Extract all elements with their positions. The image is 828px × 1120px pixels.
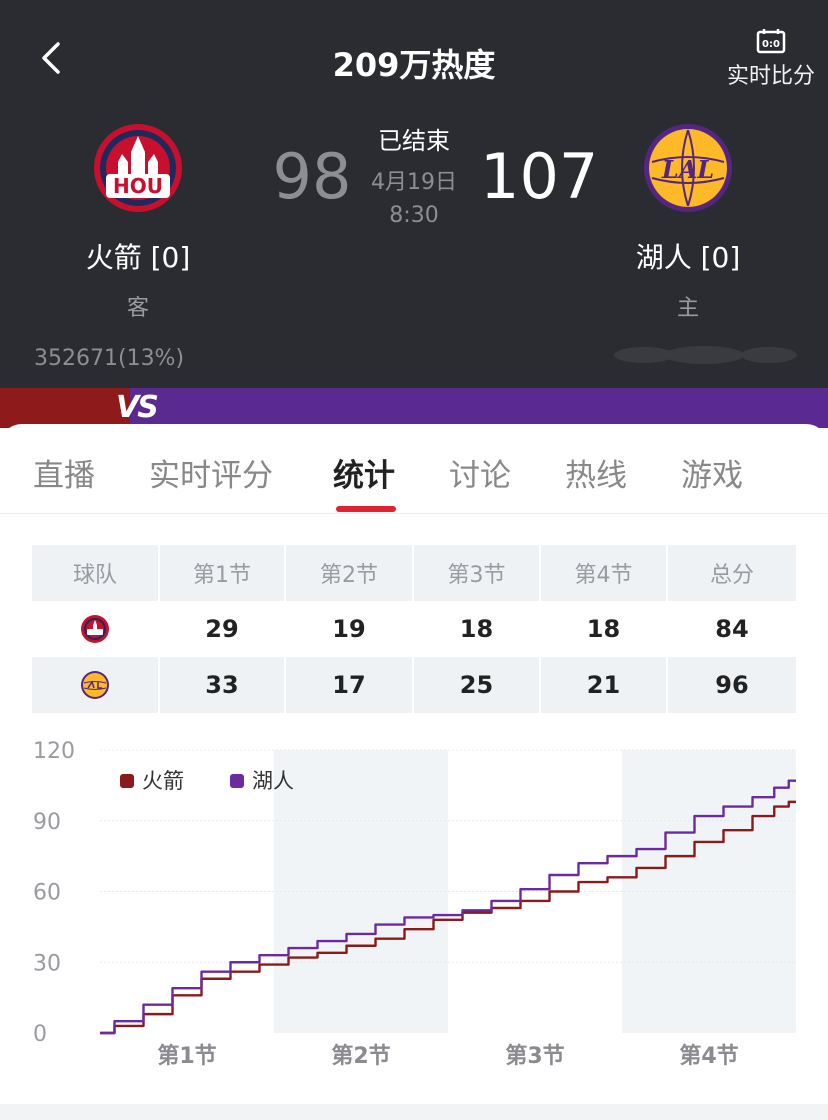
y-tick-label: 60 <box>33 881 61 906</box>
page-title: 209万热度 <box>332 46 496 84</box>
active-tab-indicator <box>336 506 396 512</box>
away-team-name: 火箭 [0] <box>85 241 191 274</box>
lakers-mini-logo <box>32 657 160 713</box>
svg-text:0:0: 0:0 <box>762 39 780 50</box>
rockets-logo[interactable]: HOU <box>92 122 184 214</box>
rockets-q4: 18 <box>541 601 668 657</box>
legend-swatch <box>120 774 134 788</box>
game-status: 已结束 <box>378 127 450 155</box>
lakers-total: 96 <box>715 671 749 699</box>
live-score-label: 实时比分 <box>726 64 815 89</box>
home-team-role: 主 <box>676 296 699 321</box>
svg-text:HOU: HOU <box>113 174 163 198</box>
home-vote-count-faded <box>614 346 797 364</box>
tab-stats[interactable]: 统计 <box>333 458 395 494</box>
header-team: 球队 <box>32 545 160 601</box>
tab-hotline[interactable]: 热线 <box>565 458 627 494</box>
rockets-q2: 19 <box>286 601 414 657</box>
series-line-lakers <box>100 779 796 1035</box>
lakers-q1: 33 <box>160 657 286 713</box>
x-tick-label: 第3节 <box>505 1043 564 1069</box>
x-tick-label: 第4节 <box>679 1043 738 1069</box>
tab-live[interactable]: 直播 <box>33 458 95 494</box>
header-q1: 第1节 <box>160 545 286 601</box>
svg-text:LAL: LAL <box>661 155 714 184</box>
bottom-divider <box>0 1104 828 1120</box>
tab-bar: 直播 实时评分 统计 讨论 热线 游戏 <box>0 424 828 514</box>
home-score: 107 <box>480 140 599 213</box>
rockets-total: 84 <box>715 615 749 643</box>
header-q3: 第3节 <box>414 545 541 601</box>
table-header-row: 球队 第1节 第2节 第3节 第4节 总分 <box>32 545 796 601</box>
tab-ratings[interactable]: 实时评分 <box>149 458 273 494</box>
header-total: 总分 <box>709 563 754 588</box>
table-row: 33 17 25 21 96 <box>32 657 796 713</box>
tab-discussion[interactable]: 讨论 <box>449 458 511 494</box>
rockets-q3: 18 <box>414 601 541 657</box>
x-tick-label: 第2节 <box>331 1043 390 1069</box>
lakers-logo[interactable]: LAL <box>642 122 734 214</box>
vote-bar-home <box>130 388 828 428</box>
rockets-q1: 29 <box>160 601 286 657</box>
legend-label: 湖人 <box>252 769 294 793</box>
header-q4: 第4节 <box>541 545 668 601</box>
score-progression-chart: 0 30 60 90 120 第1节 第2节 第3节 第4节 火箭 湖人 <box>33 739 796 1069</box>
away-team-role: 客 <box>126 296 149 321</box>
y-tick-label: 90 <box>33 810 61 835</box>
y-tick-label: 120 <box>33 739 75 764</box>
lakers-q3: 25 <box>414 657 541 713</box>
rockets-mini-logo <box>32 601 160 657</box>
lakers-q2: 17 <box>286 657 414 713</box>
tab-games[interactable]: 游戏 <box>681 458 743 494</box>
away-score: 98 <box>272 140 352 213</box>
quarter-score-table: 球队 第1节 第2节 第3节 第4节 总分 29 19 18 18 84 <box>32 545 796 713</box>
vs-badge: VS <box>116 390 159 425</box>
y-tick-label: 30 <box>33 951 61 976</box>
live-score-button[interactable]: 0:0 实时比分 <box>720 28 822 90</box>
scoreboard-icon: 0:0 <box>756 29 786 54</box>
away-vote-count: 352671(13%) <box>34 346 185 371</box>
legend-label: 火箭 <box>142 769 184 793</box>
table-row: 29 19 18 18 84 <box>32 601 796 657</box>
lakers-q4: 21 <box>541 657 668 713</box>
game-header: 209万热度 0:0 实时比分 HOU 火箭 [0] 客 <box>0 0 828 428</box>
y-tick-label: 0 <box>33 1022 47 1047</box>
game-date: 4月19日 <box>371 170 457 195</box>
x-tick-label: 第1节 <box>157 1043 216 1069</box>
game-time: 8:30 <box>389 203 439 228</box>
vote-bar-away <box>0 388 130 428</box>
header-q2: 第2节 <box>286 545 414 601</box>
vote-bar[interactable]: VS <box>0 388 828 428</box>
legend-swatch <box>230 774 244 788</box>
home-team-name: 湖人 [0] <box>635 241 741 274</box>
back-icon[interactable] <box>36 38 72 78</box>
